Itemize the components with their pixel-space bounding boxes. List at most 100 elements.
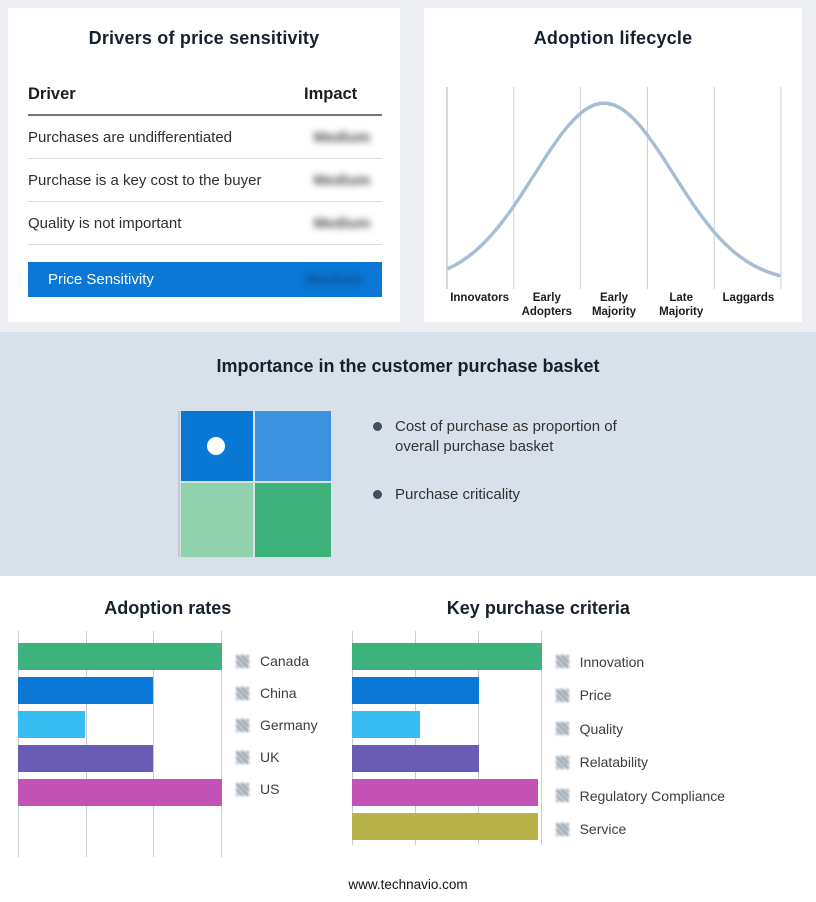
quadrant-marker-dot	[207, 437, 225, 455]
legend-swatch-blurred-icon	[236, 654, 249, 668]
adoption-rates-plot	[18, 631, 222, 857]
footer: www.technavio.com	[0, 871, 816, 902]
legend-swatch-blurred-icon	[555, 655, 569, 669]
basket-bullet: Cost of purchase as proportion of overal…	[373, 417, 645, 457]
legend-label: UK	[260, 749, 280, 765]
legend-label: Relatability	[579, 754, 649, 771]
legend-item: Service	[555, 813, 726, 847]
bar-germany	[18, 711, 86, 738]
key-purchase-criteria-chart: Key purchase criteria Innovation Price Qua…	[351, 590, 726, 871]
legend-label: Quality	[579, 720, 624, 737]
impact-cell-redacted: Medium	[313, 129, 371, 146]
legend-item: China	[236, 677, 318, 709]
quadrant-cell-bottom-left	[181, 483, 253, 557]
legend-item: Price	[555, 679, 726, 713]
bar-china	[18, 677, 153, 704]
bar-us	[18, 779, 222, 806]
quadrant-cell-top-right	[255, 411, 331, 481]
basket-bullet: Purchase criticality	[373, 485, 645, 505]
bullet-icon	[373, 422, 382, 431]
purchase-basket-panel: Importance in the customer purchase bask…	[0, 332, 816, 576]
bar-innovation	[351, 643, 542, 670]
bottom-section: Adoption rates Canada China Germany UK US Ke…	[0, 576, 816, 871]
adoption-rates-title: Adoption rates	[104, 598, 232, 618]
driver-cell: Purchases are undifferentiated	[28, 129, 233, 146]
drivers-table: Driver Impact Purchases are undifferenti…	[28, 85, 382, 297]
driver-row: Quality is not important Medium	[28, 202, 382, 245]
stage-label: Early Majority	[591, 292, 637, 318]
price-sensitivity-label: Price Sensitivity	[48, 271, 154, 288]
drivers-panel: Drivers of price sensitivity Driver Impa…	[8, 8, 400, 322]
website-url: www.technavio.com	[348, 877, 468, 892]
quadrant-cell-bottom-right	[255, 483, 331, 557]
price-sensitivity-row: Price Sensitivity Medium	[28, 262, 382, 297]
bar-regulatory-compliance	[351, 779, 538, 806]
legend-label: China	[260, 685, 297, 701]
legend-swatch-blurred-icon	[555, 722, 569, 736]
bar-uk	[18, 745, 153, 772]
drivers-title: Drivers of price sensitivity	[88, 28, 320, 48]
legend-item: Quality	[555, 712, 726, 746]
drivers-table-header: Driver Impact	[28, 85, 382, 116]
legend-label: Regulatory Compliance	[579, 787, 726, 804]
driver-row: Purchase is a key cost to the buyer Mediu…	[28, 159, 382, 202]
bar-price	[351, 677, 479, 704]
legend-swatch-blurred-icon	[236, 750, 249, 764]
legend-swatch-blurred-icon	[555, 822, 569, 836]
basket-content: Cost of purchase as proportion of overal…	[178, 411, 816, 557]
impact-cell-redacted: Medium	[313, 172, 371, 189]
legend-item: Regulatory Compliance	[555, 779, 726, 813]
stage-label: Early Adopters	[521, 292, 573, 318]
bar-relatability	[351, 745, 479, 772]
bell-curve-chart	[446, 87, 782, 289]
legend-item: UK	[236, 741, 318, 773]
key-purchase-criteria-plot	[351, 631, 542, 845]
bullet-text: Purchase criticality	[395, 485, 521, 503]
legend-item: Innovation	[555, 645, 726, 679]
lifecycle-title: Adoption lifecycle	[533, 28, 693, 48]
legend-item: Germany	[236, 709, 318, 741]
legend-label: Canada	[260, 653, 310, 669]
driver-column-header: Driver	[28, 85, 76, 103]
stage-label: Late Majority	[659, 292, 704, 318]
legend-label: US	[260, 781, 280, 797]
driver-cell: Quality is not important	[28, 215, 182, 232]
legend-label: Price	[579, 687, 612, 704]
stage-label: Laggards	[722, 292, 775, 304]
driver-row: Purchases are undifferentiated Medium	[28, 116, 382, 159]
legend-swatch-blurred-icon	[555, 688, 569, 702]
legend-label: Innovation	[579, 653, 645, 670]
bar-canada	[18, 643, 222, 670]
lifecycle-panel: Adoption lifecycle Innovators Early Adopt…	[424, 8, 802, 322]
top-section: Drivers of price sensitivity Driver Impa…	[0, 0, 816, 332]
legend-label: Service	[579, 821, 627, 838]
legend-item: Canada	[236, 645, 318, 677]
adoption-rates-chart: Adoption rates Canada China Germany UK US	[18, 590, 318, 871]
driver-cell: Purchase is a key cost to the buyer	[28, 172, 262, 189]
legend-swatch-blurred-icon	[555, 789, 569, 803]
impact-cell-redacted: Medium	[313, 215, 371, 232]
bar-service	[351, 813, 538, 840]
key-purchase-criteria-title: Key purchase criteria	[446, 598, 630, 618]
legend-swatch-blurred-icon	[236, 782, 249, 796]
key-purchase-criteria-legend: Innovation Price Quality Relatability Regula…	[555, 631, 726, 847]
quadrant-graphic	[178, 411, 331, 557]
legend-item: US	[236, 773, 318, 805]
drivers-table-body: Purchases are undifferentiated Medium Purc…	[28, 116, 382, 245]
bullet-text: Cost of purchase as proportion of overal…	[395, 418, 617, 455]
quadrant-cell-top-left	[181, 411, 253, 481]
basket-title: Importance in the customer purchase bask…	[216, 356, 600, 376]
stage-label: Innovators	[450, 292, 509, 304]
bar-quality	[351, 711, 420, 738]
bell-curve-svg	[446, 87, 782, 289]
legend-swatch-blurred-icon	[236, 686, 249, 700]
legend-swatch-blurred-icon	[555, 755, 569, 769]
lifecycle-stage-labels: Innovators Early Adopters Early Majority La…	[446, 292, 782, 319]
basket-bullet-list: Cost of purchase as proportion of overal…	[373, 417, 645, 532]
legend-swatch-blurred-icon	[236, 718, 249, 732]
impact-column-header: Impact	[304, 85, 358, 103]
price-sensitivity-impact-redacted: Medium	[305, 271, 363, 288]
adoption-rates-legend: Canada China Germany UK US	[236, 631, 318, 857]
legend-item: Relatability	[555, 746, 726, 780]
